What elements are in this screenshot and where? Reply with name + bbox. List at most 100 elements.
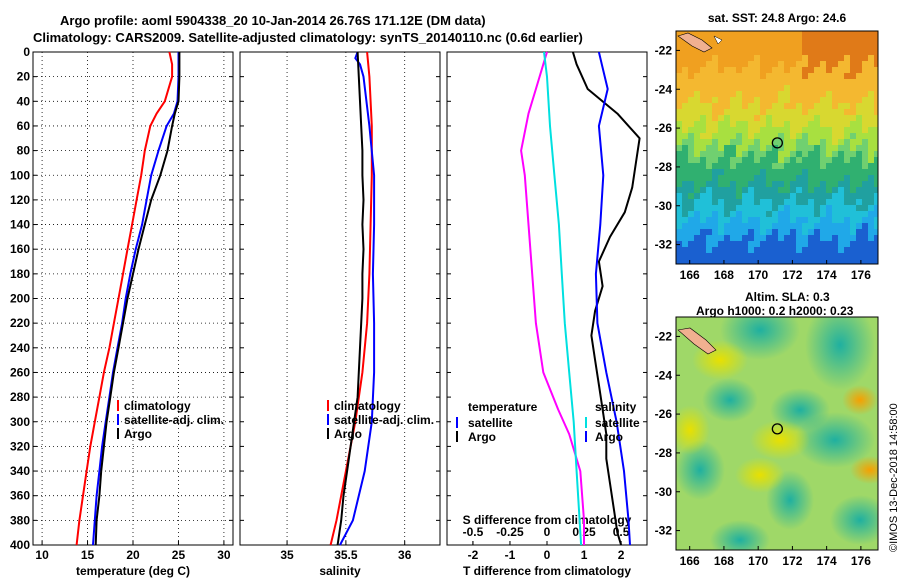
panel-frame bbox=[446, 51, 648, 546]
x-tick-label: -1 bbox=[505, 548, 516, 562]
legend-swatch bbox=[585, 431, 587, 442]
y-tick-label: 340 bbox=[10, 464, 30, 478]
legend-heading: salinity bbox=[595, 400, 637, 414]
map-x-tick-label: 174 bbox=[817, 554, 837, 568]
x-tick-label: 15 bbox=[81, 548, 95, 562]
sla-field bbox=[676, 317, 878, 550]
y-tick-label: 380 bbox=[10, 513, 30, 527]
y-tick-label: 220 bbox=[10, 316, 30, 330]
series-line bbox=[571, 51, 641, 546]
legend-label: satellite bbox=[595, 416, 640, 430]
top-axis-label: S difference from climatology bbox=[463, 513, 632, 527]
map-y-tick-label: -32 bbox=[655, 238, 673, 252]
legend-label: climatology bbox=[334, 399, 401, 413]
x-tick-label: 35 bbox=[280, 548, 294, 562]
y-tick-label: 100 bbox=[10, 168, 30, 182]
title-line-2: Climatology: CARS2009. Satellite-adjuste… bbox=[33, 30, 583, 45]
x-tick-label: 30 bbox=[217, 548, 231, 562]
sst-map: 166 168 170 172 174 176 -22 -24 -26 -28 -30 -32 sat.… bbox=[655, 11, 879, 282]
y-tick-label: 400 bbox=[10, 538, 30, 552]
top-x-tick-label: -0.5 bbox=[463, 525, 484, 539]
legend-label: satellite bbox=[468, 416, 513, 430]
sst-field bbox=[676, 31, 878, 264]
legend-swatch bbox=[327, 400, 329, 411]
map-x-tick-label: 170 bbox=[748, 554, 768, 568]
land-new-caledonia bbox=[677, 327, 717, 355]
legend-swatch bbox=[117, 414, 119, 425]
map-y-tick-label: -28 bbox=[655, 160, 673, 174]
x-tick-label: 10 bbox=[35, 548, 49, 562]
title-line-1: Argo profile: aoml 5904338_20 10-Jan-201… bbox=[60, 13, 486, 28]
sla-map: 166 168 170 172 174 176 -22 -24 -26 -28 -30 -32 Alti… bbox=[655, 290, 879, 568]
y-tick-label: 160 bbox=[10, 242, 30, 256]
sla-anomaly-blob bbox=[710, 520, 770, 550]
y-tick-label: 140 bbox=[10, 218, 30, 232]
sla-anomaly-blob bbox=[702, 378, 758, 422]
argo-position-marker bbox=[771, 423, 783, 435]
x-axis-label: temperature (deg C) bbox=[76, 564, 190, 578]
x-tick-label: -2 bbox=[468, 548, 479, 562]
map-y-tick-label: -22 bbox=[655, 43, 673, 57]
legend-swatch bbox=[456, 417, 458, 428]
y-tick-label: 60 bbox=[17, 119, 31, 133]
legend-swatch bbox=[117, 428, 119, 439]
top-x-tick-label: 0.5 bbox=[613, 525, 630, 539]
map-x-tick-label: 172 bbox=[782, 268, 802, 282]
y-tick-label: 20 bbox=[17, 70, 31, 84]
panel-frame bbox=[239, 51, 441, 546]
y-tick-label: 0 bbox=[23, 45, 30, 59]
legend-label: satellite-adj. clim. bbox=[334, 413, 434, 427]
panel-differences: -2 -1 0 1 2 T difference from climatology -0.5… bbox=[446, 51, 648, 578]
legend-label: Argo bbox=[468, 430, 496, 444]
y-tick-label: 40 bbox=[17, 94, 31, 108]
side-credit: ©IMOS 13-Dec-2018 14:58:00 bbox=[888, 403, 900, 552]
map-y-tick-label: -30 bbox=[655, 199, 673, 213]
map-x-tick-label: 166 bbox=[680, 268, 700, 282]
map-x-tick-label: 176 bbox=[851, 554, 871, 568]
map-x-tick-label: 174 bbox=[817, 268, 837, 282]
map-y-tick-label: -28 bbox=[655, 446, 673, 460]
y-tick-label: 180 bbox=[10, 267, 30, 281]
land-islet bbox=[713, 35, 723, 45]
x-tick-label: 36 bbox=[398, 548, 412, 562]
map-x-tick-label: 170 bbox=[748, 268, 768, 282]
land-new-caledonia bbox=[677, 32, 713, 53]
sst-map-title: sat. SST: 24.8 Argo: 24.6 bbox=[708, 11, 847, 25]
series-line bbox=[336, 51, 365, 546]
x-tick-label: 0 bbox=[544, 548, 551, 562]
y-tick-label: 240 bbox=[10, 341, 30, 355]
legend-heading: temperature bbox=[468, 400, 538, 414]
legend-label: Argo bbox=[124, 427, 152, 441]
y-tick-label: 200 bbox=[10, 292, 30, 306]
x-axis-label: T difference from climatology bbox=[463, 564, 631, 578]
map-x-tick-label: 176 bbox=[851, 268, 871, 282]
top-x-tick-label: 0 bbox=[544, 525, 551, 539]
sla-anomaly-blob bbox=[750, 420, 810, 460]
map-y-tick-label: -26 bbox=[655, 407, 673, 421]
map-x-tick-label: 168 bbox=[714, 268, 734, 282]
x-tick-label: 25 bbox=[172, 548, 186, 562]
map-x-tick-label: 172 bbox=[782, 554, 802, 568]
legend-label: climatology bbox=[124, 399, 191, 413]
y-tick-label: 320 bbox=[10, 439, 30, 453]
sla-anomaly-blob bbox=[850, 456, 878, 484]
series-line bbox=[92, 52, 180, 546]
series-line bbox=[339, 51, 376, 546]
map-frame bbox=[675, 316, 879, 551]
series-line bbox=[75, 51, 174, 546]
map-y-tick-label: -30 bbox=[655, 485, 673, 499]
series-line bbox=[329, 51, 373, 546]
panel-salinity: 35 35.5 36 salinity climatologysatellite-adj… bbox=[239, 51, 441, 578]
series-line bbox=[520, 51, 585, 545]
sla-anomaly-blob bbox=[805, 317, 875, 390]
sla-anomaly-blob bbox=[735, 457, 785, 493]
x-tick-label: 1 bbox=[581, 548, 588, 562]
y-tick-label: 280 bbox=[10, 390, 30, 404]
map-y-tick-label: -26 bbox=[655, 121, 673, 135]
sla-map-subtitle: Argo h1000: 0.2 h2000: 0.23 bbox=[696, 304, 854, 318]
top-x-tick-label: -0.25 bbox=[496, 525, 524, 539]
map-x-tick-label: 168 bbox=[714, 554, 734, 568]
sla-anomaly-blob bbox=[842, 385, 878, 415]
y-tick-label: 360 bbox=[10, 489, 30, 503]
